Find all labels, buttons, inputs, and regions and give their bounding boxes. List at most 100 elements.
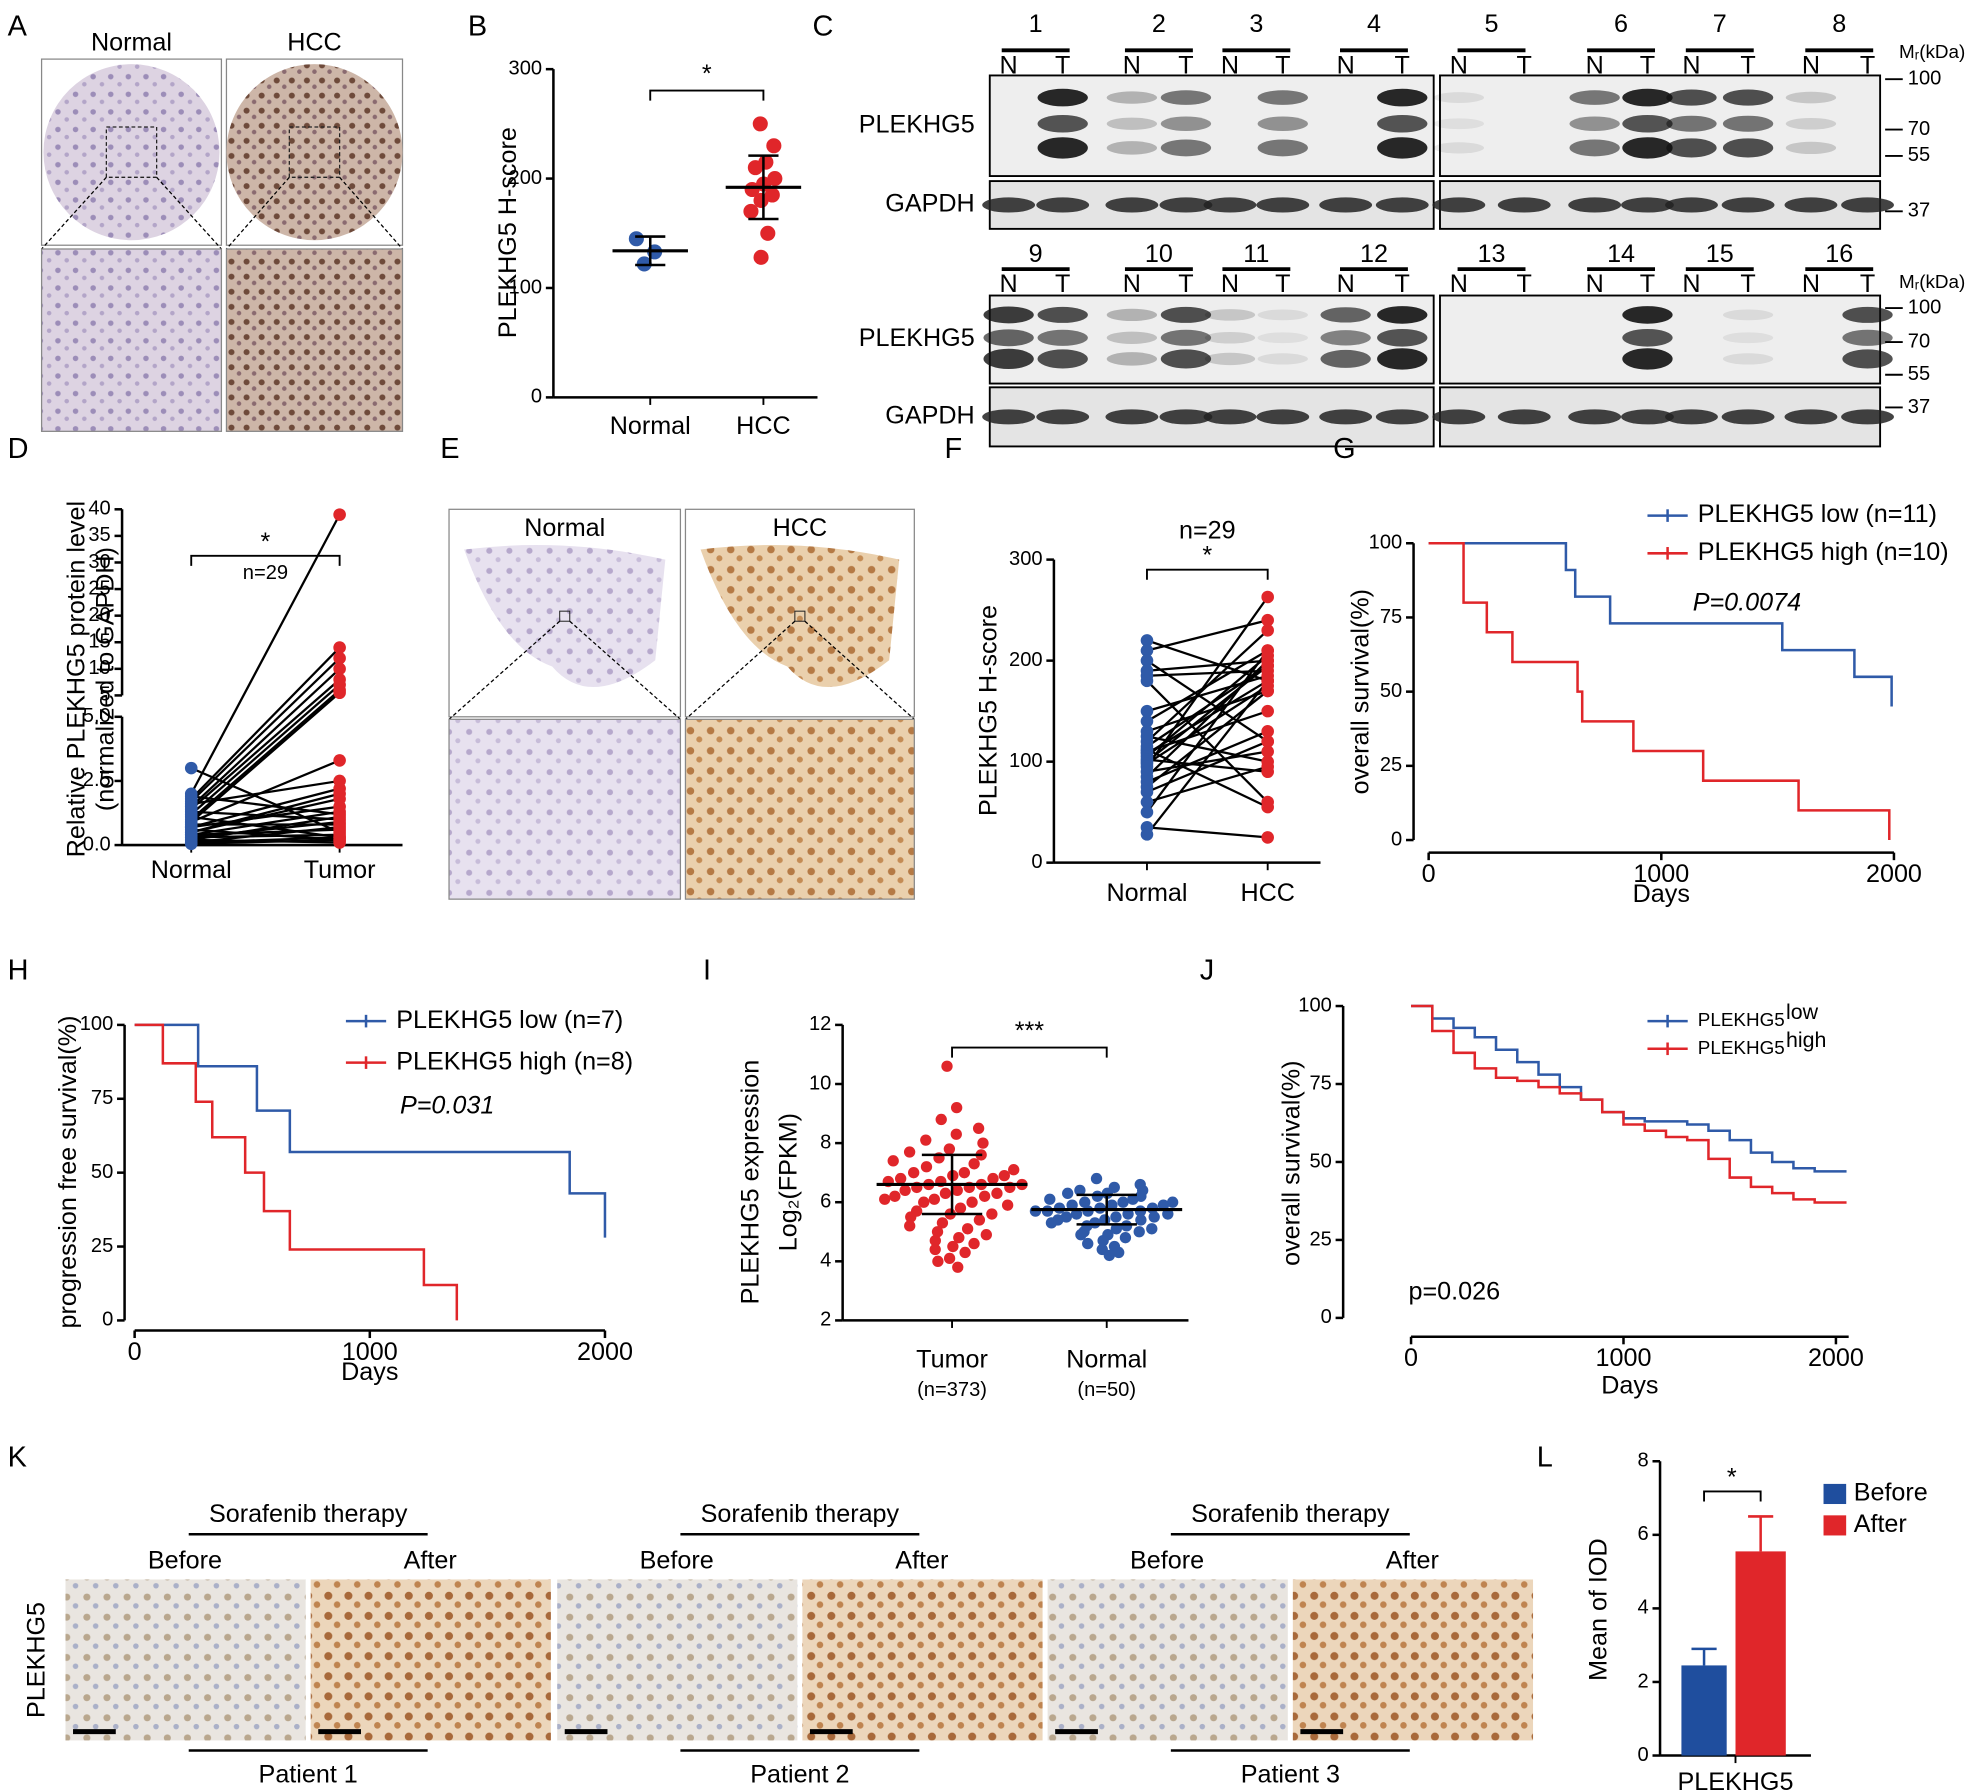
band [1568, 409, 1622, 425]
dot [894, 1172, 907, 1185]
dot [1103, 1249, 1115, 1262]
zoom-line [448, 620, 561, 720]
band [1377, 137, 1428, 159]
dot [950, 1101, 963, 1114]
dot [908, 1167, 920, 1179]
lane-side: T [1275, 270, 1290, 298]
dot [928, 1193, 940, 1205]
lane-number: 4 [1367, 10, 1381, 38]
row-label: PLEKHG5 [22, 1602, 50, 1718]
band [1257, 139, 1308, 157]
lane-side: N [1450, 270, 1468, 298]
x-tick-label: HCC [1240, 879, 1294, 907]
band [1841, 409, 1894, 425]
lane-side: T [1740, 270, 1755, 298]
y-tick-label: 0.0 [83, 833, 111, 855]
tissue-core [226, 64, 403, 241]
dot [1070, 1208, 1083, 1220]
dot [760, 225, 776, 241]
pair-line [1146, 664, 1269, 763]
dot [1261, 800, 1274, 814]
lane-number: 11 [1243, 240, 1269, 268]
panel-label: F [945, 433, 963, 465]
band [1257, 116, 1308, 132]
y-tick-label: 50 [1309, 1150, 1331, 1172]
bar [1681, 1665, 1727, 1756]
band [1160, 329, 1212, 346]
dot [333, 810, 346, 824]
band [1721, 197, 1775, 213]
significance-bracket [649, 89, 765, 101]
dot [950, 1128, 962, 1140]
x-axis-title: Days [1601, 1372, 1658, 1400]
y-tick-label: 300 [509, 57, 543, 79]
legend-swatch [1823, 1483, 1847, 1505]
dot [879, 1193, 891, 1205]
x-tick-label: Normal [1066, 1345, 1147, 1373]
dot [1140, 634, 1154, 647]
dot [1261, 684, 1274, 698]
dot [1113, 1246, 1125, 1259]
band [1037, 349, 1088, 369]
band [1203, 197, 1257, 213]
dot [628, 231, 644, 247]
pair-line [190, 657, 341, 803]
y-tick-label: 4 [820, 1250, 831, 1272]
band [1257, 90, 1308, 105]
dot [1157, 1199, 1170, 1211]
dot [1261, 735, 1274, 748]
dot [1079, 1196, 1091, 1208]
band [1320, 307, 1371, 323]
panel-label: L [1537, 1441, 1553, 1473]
band [1106, 141, 1158, 155]
lane-side: N [1123, 270, 1141, 298]
dot [1122, 1208, 1134, 1220]
pair-line [191, 820, 340, 839]
band [1377, 348, 1428, 370]
marker-label: 37 [1908, 396, 1930, 418]
band [1105, 197, 1159, 213]
pair-line [1146, 680, 1269, 836]
y-axis-title: overall survival(%) [1277, 1061, 1305, 1266]
band [1106, 117, 1158, 130]
dot [1261, 674, 1274, 688]
dot [1166, 1196, 1179, 1208]
x-tick-label: 1000 [342, 1338, 398, 1366]
significance: * [1202, 542, 1212, 570]
band [1256, 197, 1310, 213]
band [1160, 306, 1212, 323]
condition-label: After [895, 1547, 948, 1575]
y-tick-label: 200 [1009, 649, 1043, 671]
band [983, 348, 1034, 370]
therapy-label: Sorafenib therapy [701, 1500, 900, 1528]
lane-side: T [1055, 270, 1070, 298]
y-axis-title: Relative PLEKHG5 protein level [63, 501, 91, 857]
x-tick-label: 2000 [577, 1338, 633, 1366]
dot [333, 641, 346, 654]
dot [1261, 624, 1274, 637]
tissue-section [464, 545, 666, 688]
y-axis-title: PLEKHG5 expression [737, 1060, 765, 1305]
lane-side: N [1802, 51, 1820, 79]
dot [929, 1234, 941, 1247]
band [1320, 349, 1371, 368]
lane-number: 8 [1832, 10, 1846, 38]
dot [951, 1184, 963, 1197]
band [1721, 409, 1775, 425]
lane-number: 6 [1614, 10, 1628, 38]
dot [1117, 1196, 1129, 1208]
pair-line [1146, 639, 1269, 682]
band [1722, 353, 1774, 365]
zoom-box [105, 126, 158, 178]
y-tick-label: 75 [1380, 606, 1402, 628]
legend-label: After [1854, 1510, 1907, 1538]
marker-unit: Mᵣ(kDa) [1899, 271, 1965, 292]
y-tick-label: 50 [91, 1161, 113, 1183]
dot [920, 1161, 933, 1173]
dot [905, 1211, 917, 1223]
lane-side: T [1517, 270, 1532, 298]
band [1497, 409, 1551, 425]
y-tick-label: 300 [1009, 548, 1043, 570]
panel-label: G [1333, 433, 1355, 465]
